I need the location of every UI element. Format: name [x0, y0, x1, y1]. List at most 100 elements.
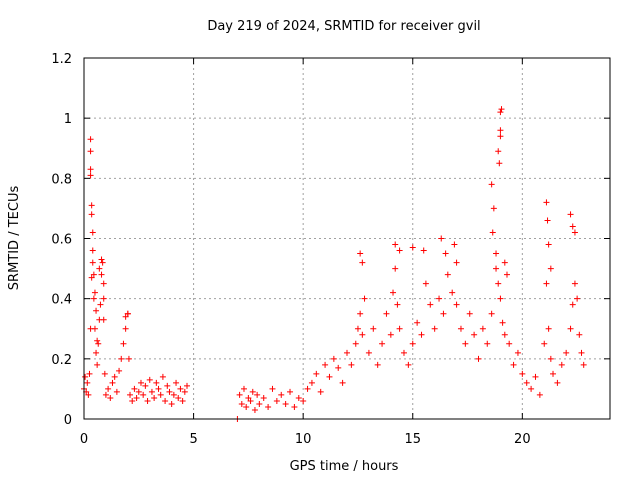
- data-point: [151, 394, 158, 401]
- data-point: [243, 403, 250, 410]
- data-point: [238, 400, 245, 407]
- data-point: [87, 148, 94, 155]
- data-point: [536, 391, 543, 398]
- data-point: [94, 337, 101, 344]
- data-point: [348, 361, 355, 368]
- data-point: [547, 265, 554, 272]
- data-point: [159, 373, 166, 380]
- data-point: [127, 391, 134, 398]
- data-point: [457, 325, 464, 332]
- data-point: [335, 364, 342, 371]
- data-point: [576, 331, 583, 338]
- data-point: [144, 397, 151, 404]
- data-point: [86, 370, 93, 377]
- data-point: [390, 289, 397, 296]
- data-point: [438, 235, 445, 242]
- data-point: [164, 382, 171, 389]
- data-point: [365, 349, 372, 356]
- data-point: [545, 241, 552, 248]
- data-point: [493, 265, 500, 272]
- data-point: [260, 394, 267, 401]
- data-point: [543, 280, 550, 287]
- data-point: [497, 109, 504, 116]
- data-point: [567, 211, 574, 218]
- data-point: [236, 391, 243, 398]
- data-point: [304, 385, 311, 392]
- data-point: [541, 340, 548, 347]
- data-point: [131, 385, 138, 392]
- data-point: [124, 310, 131, 317]
- data-point: [357, 310, 364, 317]
- x-tick-label: 10: [295, 432, 312, 447]
- axis-ticks: 0 5 10 15 20 0 0.2 0.4 0.6 0.8 1 1.2: [51, 52, 610, 447]
- data-point: [544, 217, 551, 224]
- data-point: [100, 295, 107, 302]
- data-point: [326, 373, 333, 380]
- data-point: [427, 301, 434, 308]
- data-point: [89, 259, 96, 266]
- data-point: [394, 301, 401, 308]
- data-point: [453, 301, 460, 308]
- data-point: [497, 127, 504, 134]
- data-points: [81, 106, 587, 422]
- data-point: [102, 391, 109, 398]
- data-point: [249, 388, 256, 395]
- data-point: [101, 370, 108, 377]
- data-point: [113, 388, 120, 395]
- y-tick-label: 0.6: [51, 233, 72, 248]
- data-point: [85, 391, 92, 398]
- data-point: [488, 310, 495, 317]
- data-point: [453, 259, 460, 266]
- data-point: [510, 361, 517, 368]
- data-point: [295, 394, 302, 401]
- data-point: [400, 349, 407, 356]
- data-point: [567, 325, 574, 332]
- data-point: [308, 379, 315, 386]
- data-point: [122, 313, 129, 320]
- data-point: [554, 379, 561, 386]
- data-point: [569, 301, 576, 308]
- y-tick-label: 1.2: [51, 52, 72, 67]
- data-point: [528, 385, 535, 392]
- data-point: [133, 394, 140, 401]
- data-point: [550, 370, 557, 377]
- data-point: [93, 349, 100, 356]
- y-tick-label: 0.2: [51, 353, 72, 368]
- data-point: [95, 340, 102, 347]
- y-tick-label: 0.4: [51, 293, 72, 308]
- data-point: [545, 325, 552, 332]
- data-point: [405, 361, 412, 368]
- data-point: [578, 349, 585, 356]
- data-point: [359, 331, 366, 338]
- data-point: [418, 331, 425, 338]
- data-point: [444, 271, 451, 278]
- data-point: [422, 280, 429, 287]
- data-point: [166, 388, 173, 395]
- data-point: [265, 403, 272, 410]
- data-point: [396, 247, 403, 254]
- data-point: [519, 370, 526, 377]
- data-point: [96, 265, 103, 272]
- data-point: [409, 340, 416, 347]
- data-point: [497, 295, 504, 302]
- data-point: [89, 247, 96, 254]
- data-point: [357, 250, 364, 257]
- data-point: [490, 205, 497, 212]
- data-point: [122, 325, 129, 332]
- data-point: [84, 379, 91, 386]
- data-point: [98, 271, 105, 278]
- data-point: [118, 355, 125, 362]
- data-point: [278, 391, 285, 398]
- data-point: [88, 274, 95, 281]
- data-point: [451, 241, 458, 248]
- data-point: [496, 160, 503, 167]
- data-point: [256, 400, 263, 407]
- x-tick-label: 5: [189, 432, 197, 447]
- data-point: [170, 391, 177, 398]
- data-point: [146, 376, 153, 383]
- data-point: [179, 397, 186, 404]
- data-point: [471, 331, 478, 338]
- x-axis-label: GPS time / hours: [290, 459, 399, 474]
- data-point: [440, 310, 447, 317]
